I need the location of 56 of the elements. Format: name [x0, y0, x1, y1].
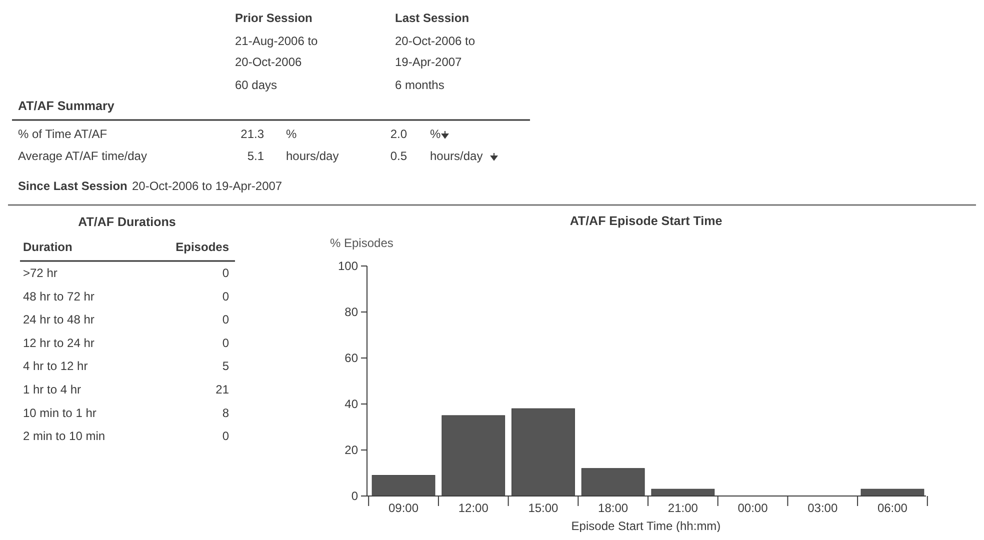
text: 60 days — [235, 78, 278, 92]
text: Average AT/AF time/day — [18, 149, 147, 163]
text: >72 hr — [23, 266, 58, 280]
x-tick-label: 09:00 — [388, 501, 419, 515]
text: hours/day — [286, 149, 339, 163]
text: 1 hr to 4 hr — [23, 382, 82, 396]
text: 2 min to 10 min — [23, 429, 106, 444]
text: 20-Oct-2006 to — [395, 34, 476, 48]
text: 19-Apr-2007 — [395, 55, 462, 69]
text: 8 — [222, 406, 230, 420]
x-tick-label: 15:00 — [528, 501, 559, 515]
text: 21-Aug-2006 to — [235, 34, 318, 48]
text: Since Last Session — [18, 179, 128, 193]
text: 5 — [222, 359, 230, 374]
text: 20-Oct-2006 — [235, 55, 302, 69]
text: 12 hr to 24 hr — [23, 336, 94, 350]
y-tick-label: 60 — [344, 351, 358, 365]
chart-title: AT/AF Episode Start Time — [570, 214, 722, 228]
text: Duration — [23, 240, 72, 254]
text: 0 — [222, 266, 230, 280]
text: 5.1 — [247, 149, 264, 163]
text: hours/day — [430, 149, 483, 163]
x-tick-label: 21:00 — [668, 501, 698, 515]
text: 10 min to 1 hr — [23, 406, 96, 420]
y-tick-label: 100 — [338, 259, 358, 273]
y-tick-label: 40 — [344, 397, 358, 411]
text: 21 — [216, 382, 230, 396]
text: Prior Session — [235, 11, 312, 25]
text: 0.5 — [390, 149, 408, 163]
text: AT/AF Summary — [18, 99, 114, 113]
text: 0 — [222, 289, 230, 304]
text: % of Time AT/AF — [18, 127, 108, 141]
text: 4 hr to 12 hr — [23, 359, 88, 374]
text: 21.3 — [240, 127, 264, 141]
x-tick-label: 06:00 — [877, 501, 908, 515]
text: 24 hr to 48 hr — [23, 312, 94, 327]
text: 2.0 — [390, 127, 408, 141]
text: 48 hr to 72 hr — [23, 289, 94, 304]
text: Episodes — [176, 240, 230, 254]
text: % — [430, 127, 441, 141]
text: % — [286, 127, 297, 141]
y-axis-title: % Episodes — [330, 236, 394, 250]
text: 0 — [222, 336, 230, 350]
text: 20-Oct-2006 to 19-Apr-2007 — [132, 179, 282, 193]
y-tick-label: 20 — [344, 443, 358, 457]
text: 6 months — [395, 78, 444, 92]
x-tick-label: 03:00 — [808, 501, 838, 515]
text: 0 — [222, 312, 230, 327]
x-tick-label: 12:00 — [458, 501, 489, 515]
text: 0 — [222, 429, 230, 444]
x-tick-label: 00:00 — [738, 501, 768, 515]
text: Last Session — [395, 11, 470, 25]
y-tick-label: 80 — [344, 305, 358, 319]
text: AT/AF Durations — [78, 215, 176, 229]
y-tick-label: 0 — [351, 489, 358, 503]
x-tick-label: 18:00 — [598, 501, 628, 515]
